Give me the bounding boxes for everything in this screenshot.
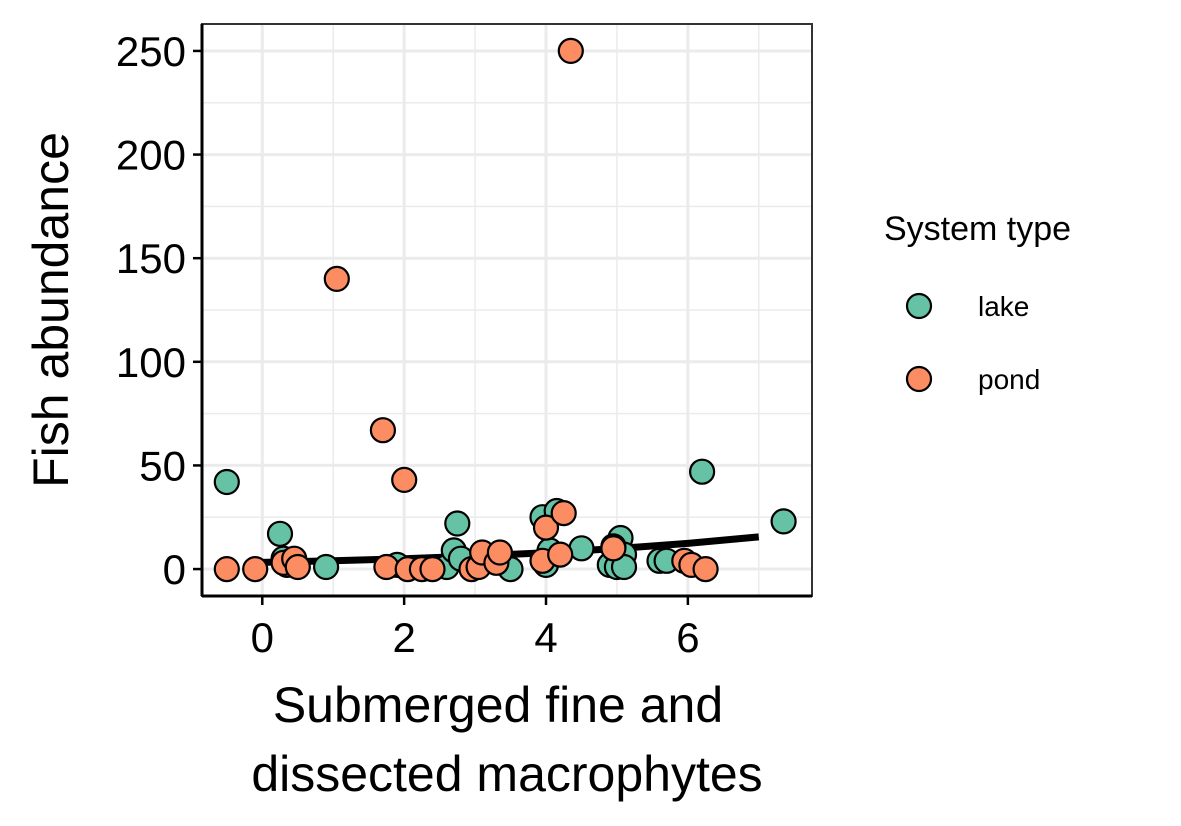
point-lake (313, 553, 340, 581)
legend-label-pond: pond (978, 364, 1040, 395)
x-axis-title-line-2: dissected macrophytes (251, 746, 762, 802)
legend-swatch-pond (905, 365, 933, 393)
point-pond (547, 541, 574, 568)
x-tick-label: 0 (251, 614, 274, 661)
point-lake (444, 510, 471, 537)
x-tick-label: 6 (676, 614, 699, 661)
legend-swatch-lake (905, 292, 933, 320)
point-pond (486, 539, 513, 566)
y-tick-label: 100 (116, 339, 186, 386)
y-tick-label: 0 (163, 546, 186, 593)
y-tick-label: 200 (116, 132, 186, 179)
x-axis-title-line-1: Submerged fine and (273, 677, 723, 733)
point-lake (688, 458, 716, 485)
point-lake (770, 508, 797, 535)
legend: System type lake pond (884, 210, 1071, 395)
point-pond (323, 265, 350, 292)
plot-panel (201, 23, 813, 597)
point-pond (391, 466, 418, 493)
y-tick-label: 150 (116, 235, 186, 282)
point-pond (557, 37, 584, 65)
y-tick-label: 50 (139, 442, 186, 489)
point-pond (213, 555, 240, 583)
point-pond (532, 514, 560, 541)
y-axis-title: Fish abundance (23, 132, 79, 488)
point-pond (242, 555, 269, 583)
x-tick-label: 4 (534, 614, 557, 661)
y-axis: 0 50 100 150 200 250 (116, 24, 204, 596)
legend-label-lake: lake (978, 291, 1029, 322)
points-layer (213, 37, 797, 583)
point-lake (266, 520, 294, 547)
point-lake (213, 468, 240, 496)
point-pond (600, 535, 627, 562)
x-axis: 0 2 4 6 (202, 594, 812, 661)
x-tick-label: 2 (392, 614, 415, 661)
point-pond (284, 553, 311, 581)
y-tick-label: 250 (116, 28, 186, 75)
point-pond (550, 499, 577, 527)
legend-entries: lake pond (905, 291, 1040, 395)
point-pond (692, 555, 719, 583)
legend-title: System type (884, 210, 1071, 248)
point-pond (419, 555, 446, 583)
point-pond (369, 417, 396, 444)
